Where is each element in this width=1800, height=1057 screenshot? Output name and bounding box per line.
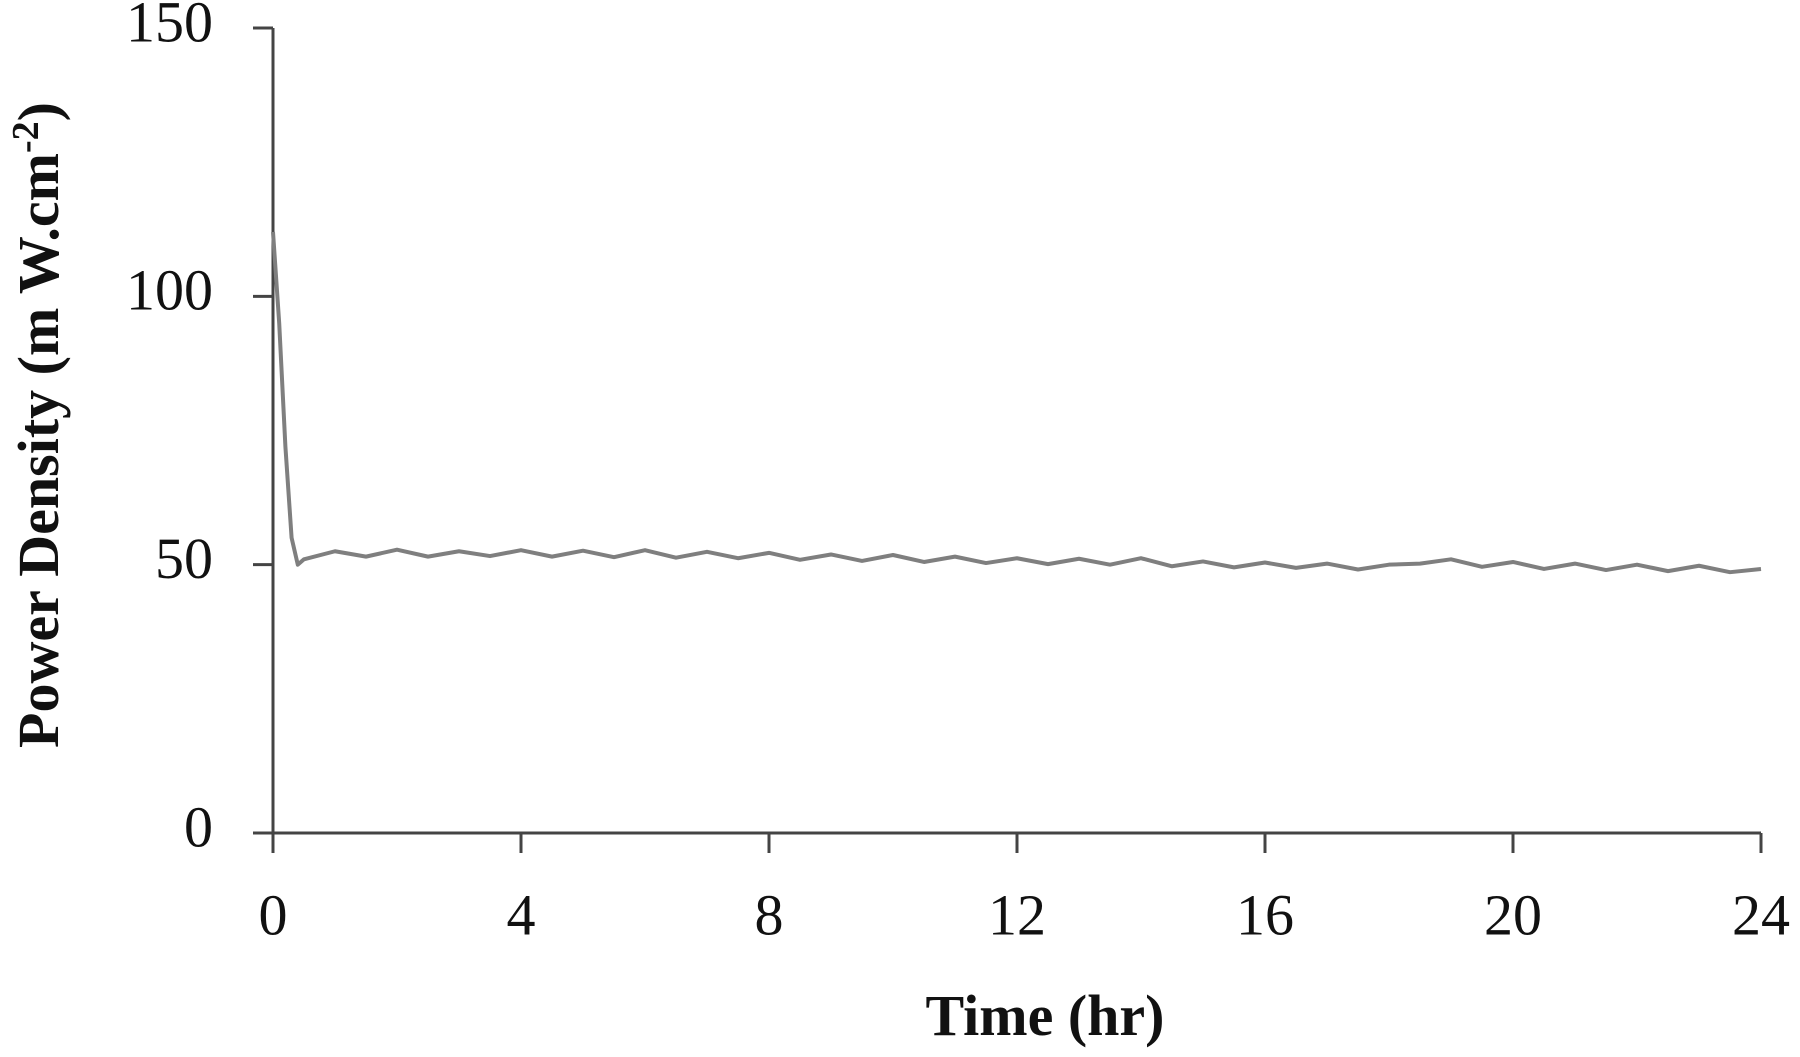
y-axis-title-sup: -2 (5, 121, 47, 153)
data-line (271, 231, 1762, 575)
y-tick-label: 50 (155, 526, 213, 591)
x-tick-label: 20 (1484, 882, 1542, 947)
x-tick-label: 4 (507, 882, 536, 947)
x-axis-title: Time (hr) (926, 983, 1165, 1048)
y-axis-title-text: Power Density (m W.cm (6, 153, 71, 748)
y-axis-title: Power Density (m W.cm-2) (5, 102, 71, 748)
x-tick-label: 16 (1236, 882, 1294, 947)
y-tick-label: 0 (184, 794, 213, 859)
x-tick-label: 24 (1732, 882, 1790, 947)
y-tick-label: 100 (126, 258, 213, 323)
y-tick-label: 150 (126, 0, 213, 54)
x-tick-label: 8 (755, 882, 784, 947)
y-axis-title-suffix: ) (6, 102, 71, 121)
x-tick-label: 12 (988, 882, 1046, 947)
x-tick-label: 0 (259, 882, 288, 947)
